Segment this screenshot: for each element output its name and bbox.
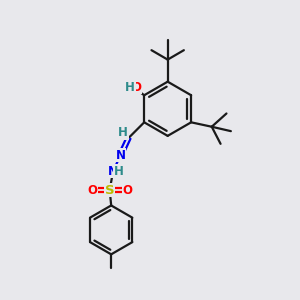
Text: H: H	[118, 126, 128, 139]
Text: S: S	[105, 184, 115, 196]
Text: N: N	[116, 149, 125, 162]
Text: O: O	[87, 184, 97, 196]
Text: N: N	[107, 165, 117, 178]
Text: O: O	[132, 81, 142, 94]
Text: O: O	[122, 184, 132, 196]
Text: H: H	[125, 81, 135, 94]
Text: H: H	[113, 165, 123, 178]
